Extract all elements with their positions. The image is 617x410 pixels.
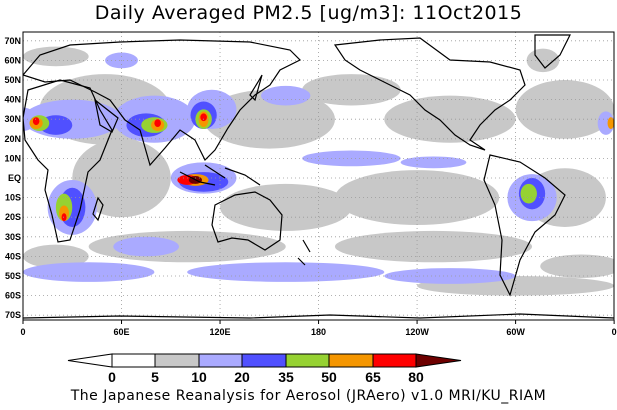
figure-footer-credit: The Japanese Reanalysis for Aerosol (JRA…: [70, 388, 547, 404]
pm25-contour-region: [61, 213, 67, 222]
longitude-label: 0: [20, 327, 25, 337]
longitude-label: 120E: [210, 327, 231, 337]
latitude-label: 50N: [4, 75, 21, 85]
colorbar-level-label: 80: [408, 369, 424, 385]
pm25-contour-region: [220, 183, 352, 231]
longitude-label: 60W: [506, 327, 525, 337]
pm25-field: [23, 46, 614, 296]
longitude-label: 0: [612, 327, 617, 337]
longitude-label: 120W: [405, 327, 429, 337]
latitude-label: EQ: [8, 173, 21, 183]
latitude-label: 60N: [4, 55, 21, 65]
pm25-contour-region: [334, 170, 500, 226]
pm25-contour-region: [334, 230, 533, 263]
coastlines: [23, 34, 614, 319]
pm25-contour-region: [520, 183, 537, 204]
colorbar-level-label: 50: [321, 369, 337, 385]
pm25-contour-region: [187, 262, 385, 282]
pm25-contour-region: [72, 138, 171, 218]
colorbar-segment: [372, 353, 417, 368]
pm25-contour-region: [400, 156, 467, 169]
colorbar-segment: [198, 353, 243, 368]
figure-title: Daily Averaged PM2.5 [ug/m3]: 11Oct2015: [94, 2, 523, 24]
pm25-contour-region: [597, 111, 614, 135]
latitude-label: 40N: [4, 95, 21, 105]
latitude-label: 70S: [5, 310, 21, 320]
latitude-labels: 70N 60N 50N 40N 30N 20N 10N EQ 10S 20S 30S 40S 50S 60…: [4, 36, 21, 320]
colorbar-level-label: 20: [234, 369, 250, 385]
colorbar-upper-extension: [415, 353, 462, 368]
pm25-contour-region: [23, 262, 155, 282]
pm25-contour-region: [23, 46, 89, 67]
pm25-contour-region: [515, 80, 614, 139]
pm25-contour-region: [32, 117, 40, 126]
colorbar-segment: [285, 353, 330, 368]
colorbar-level-label: 35: [278, 369, 294, 385]
pm25-contour-region: [200, 113, 207, 122]
pm25-contour-region: [203, 89, 335, 149]
colorbar-level-label: 10: [191, 369, 207, 385]
latitude-label: 40S: [5, 251, 21, 261]
latitude-label: 60S: [5, 291, 21, 301]
pm25-contour-region: [154, 119, 161, 128]
latitude-label: 30S: [5, 232, 21, 242]
pm25-contour-region: [261, 85, 311, 106]
colorbar-level-label: 5: [151, 369, 159, 385]
colorbar-segment: [154, 353, 200, 368]
latitude-label: 20S: [5, 212, 21, 222]
pm25-contour-region: [302, 74, 401, 106]
colorbar: 0 5 10 20 35 50 65 80: [67, 353, 462, 385]
colorbar-level-label: 0: [108, 369, 116, 385]
latitude-label: 20N: [4, 134, 21, 144]
pm25-contour-region: [540, 254, 614, 278]
latitude-label: 10S: [5, 193, 21, 203]
latitude-label: 30N: [4, 114, 21, 124]
longitude-labels: 0 60E 120E 180 120W 60W 0: [20, 320, 617, 337]
pm25-contour-region: [384, 95, 516, 143]
longitude-label: 180: [311, 327, 326, 337]
colorbar-segment: [241, 353, 287, 368]
latitude-label: 10N: [4, 153, 21, 163]
latitude-label: 70N: [4, 36, 21, 46]
pm25-contour-region: [113, 236, 179, 257]
colorbar-lower-extension: [67, 353, 113, 368]
longitude-label: 60E: [114, 327, 130, 337]
colorbar-segment: [111, 353, 156, 368]
latitude-label: 50S: [5, 271, 21, 281]
pm25-contour-region: [607, 117, 614, 129]
colorbar-segment: [328, 353, 374, 368]
colorbar-level-label: 65: [365, 369, 381, 385]
